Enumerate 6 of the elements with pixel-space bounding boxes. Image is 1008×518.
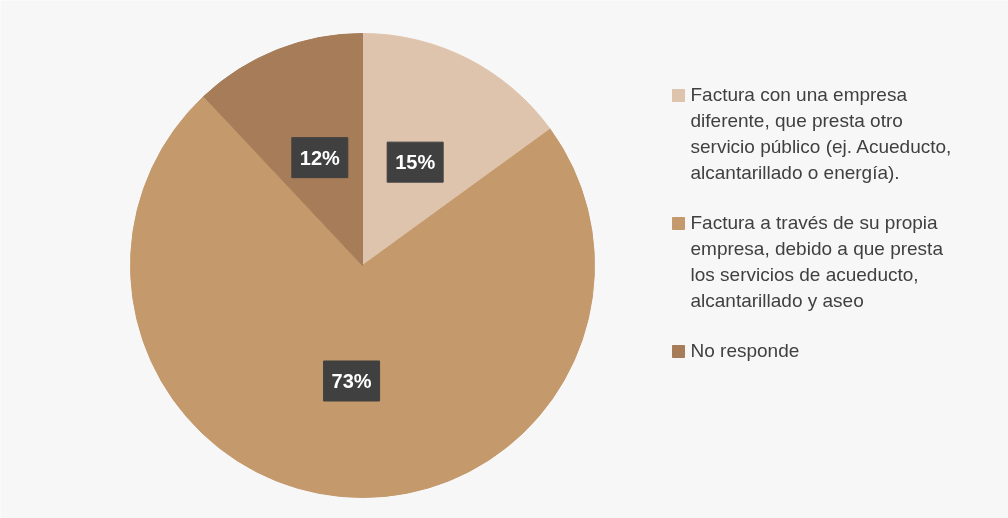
legend-label: Factura con una empresa diferente, que presta otro servicio público (ej. Acueducto, alcantarillado o energía).	[690, 84, 952, 183]
data-label: 73%	[331, 369, 372, 392]
legend-label: No responde	[690, 340, 800, 361]
data-label: 12%	[299, 146, 341, 169]
data-label: 15%	[395, 151, 436, 174]
legend-label: Factura a través de su propia empresa, debido a que presta los servicios de acueducto, alcantarillado y aseo	[690, 212, 944, 311]
